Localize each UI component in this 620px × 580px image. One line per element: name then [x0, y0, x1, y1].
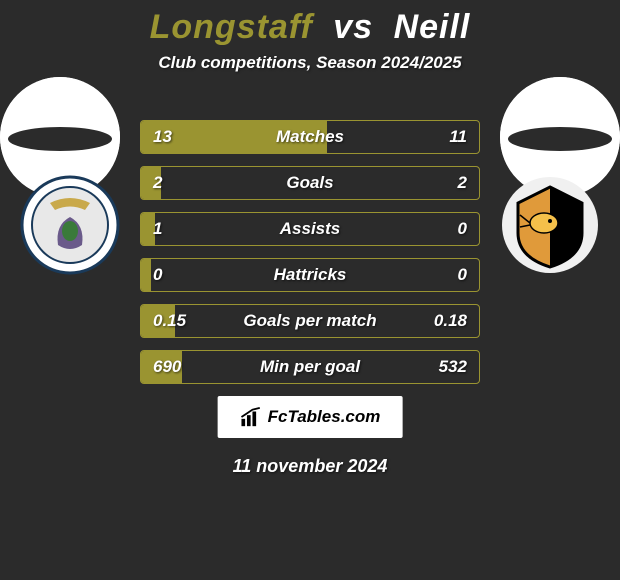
stat-row: 2 Goals 2 — [140, 166, 480, 200]
stat-row: 1 Assists 0 — [140, 212, 480, 246]
player1-club-badge — [20, 175, 120, 275]
stat-label: Assists — [280, 219, 340, 239]
stat-label: Goals — [286, 173, 333, 193]
vs-separator: vs — [333, 8, 373, 46]
stat-right-value: 532 — [439, 357, 467, 377]
stat-label: Min per goal — [260, 357, 360, 377]
stat-fill — [141, 259, 151, 291]
stat-label: Goals per match — [243, 311, 376, 331]
player2-name: Neill — [394, 8, 471, 46]
comparison-title: Longstaff vs Neill — [0, 0, 620, 47]
stat-right-value: 0.18 — [434, 311, 467, 331]
date-text: 11 november 2024 — [233, 456, 388, 477]
stat-left-value: 13 — [153, 127, 172, 147]
stat-left-value: 2 — [153, 173, 162, 193]
stat-right-value: 11 — [449, 127, 467, 147]
stat-row: 690 Min per goal 532 — [140, 350, 480, 384]
stat-right-value: 0 — [458, 219, 467, 239]
stat-row: 0 Hattricks 0 — [140, 258, 480, 292]
stat-row: 0.15 Goals per match 0.18 — [140, 304, 480, 338]
stat-right-value: 2 — [458, 173, 467, 193]
stat-label: Hattricks — [274, 265, 347, 285]
stat-right-value: 0 — [458, 265, 467, 285]
chart-icon — [240, 406, 262, 428]
stat-left-value: 0 — [153, 265, 162, 285]
stat-left-value: 0.15 — [153, 311, 186, 331]
player2-club-badge — [500, 175, 600, 275]
brand-badge: FcTables.com — [218, 396, 403, 438]
brand-text: FcTables.com — [268, 407, 381, 427]
stat-label: Matches — [276, 127, 344, 147]
stat-left-value: 690 — [153, 357, 181, 377]
subtitle: Club competitions, Season 2024/2025 — [0, 53, 620, 73]
stat-left-value: 1 — [153, 219, 162, 239]
stat-row: 13 Matches 11 — [140, 120, 480, 154]
stats-table: 13 Matches 11 2 Goals 2 1 Assists 0 0 Hattricks 0 0.… — [140, 120, 480, 396]
player1-name: Longstaff — [150, 8, 313, 46]
